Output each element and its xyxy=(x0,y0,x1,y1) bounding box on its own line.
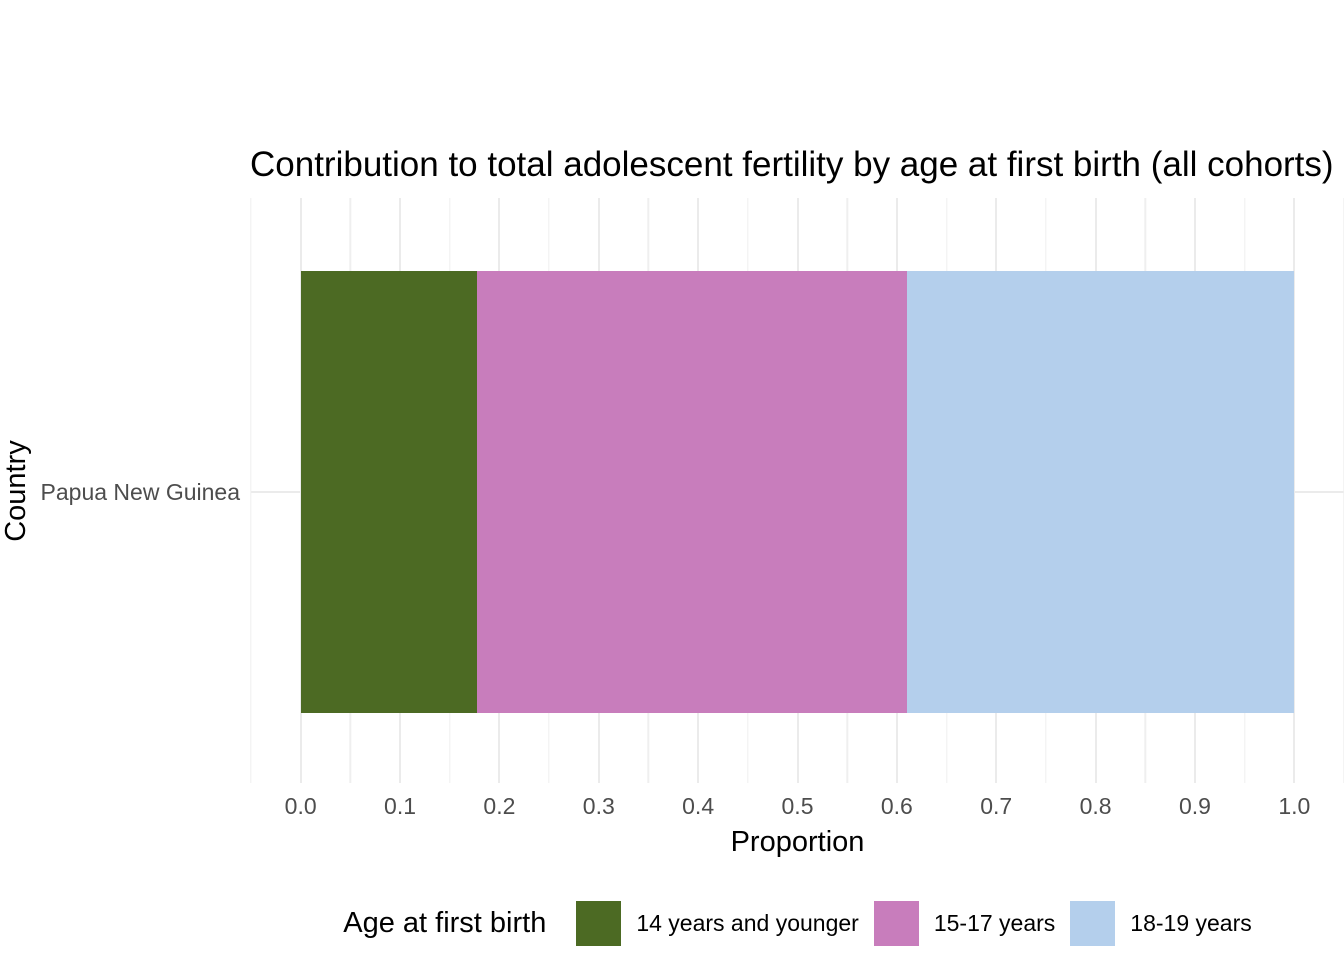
x-tick-label: 1.0 xyxy=(1278,793,1311,819)
legend-swatch-15-17-years xyxy=(873,900,919,946)
legend-item: 15-17 years xyxy=(873,900,1056,946)
legend-label: 15-17 years xyxy=(933,909,1056,936)
y-axis-tick-label: Papua New Guinea xyxy=(40,479,240,505)
bar-segment-14-years-and-younger xyxy=(300,271,477,713)
x-axis-tick-labels: 0.0 0.1 0.2 0.3 0.4 0.5 0.6 0.7 0.8 0.9 1.0 xyxy=(251,792,1344,820)
gridline-vertical-major xyxy=(1293,198,1296,783)
chart-title: Contribution to total adolescent fertili… xyxy=(250,145,1334,184)
x-axis-title: Proportion xyxy=(730,826,865,858)
x-tick-label: 0.7 xyxy=(980,793,1013,819)
legend-label: 18-19 years xyxy=(1130,909,1252,936)
legend: Age at first birth 14 years and younger … xyxy=(251,896,1344,950)
legend-label: 14 years and younger xyxy=(636,909,859,936)
y-axis-title: Country xyxy=(0,440,32,542)
x-tick-label: 0.0 xyxy=(284,793,317,819)
legend-swatch-18-19-years xyxy=(1070,900,1116,946)
legend-item: 14 years and younger xyxy=(576,900,859,946)
stacked-bar xyxy=(300,271,1295,713)
x-tick-label: 0.9 xyxy=(1178,793,1211,819)
gridline-vertical-minor xyxy=(250,198,252,783)
x-tick-label: 0.2 xyxy=(483,793,516,819)
x-tick-label: 0.5 xyxy=(781,793,814,819)
legend-swatch-14-years-and-younger xyxy=(576,900,622,946)
bar-segment-18-19-years xyxy=(906,271,1295,713)
x-tick-label: 0.1 xyxy=(384,793,417,819)
x-tick-label: 0.8 xyxy=(1079,793,1112,819)
x-tick-label: 0.3 xyxy=(582,793,615,819)
bar-segment-15-17-years xyxy=(476,271,907,713)
legend-item: 18-19 years xyxy=(1070,900,1252,946)
plot-panel xyxy=(250,198,1344,783)
x-tick-label: 0.4 xyxy=(682,793,715,819)
legend-title: Age at first birth xyxy=(343,906,547,939)
x-tick-label: 0.6 xyxy=(880,793,913,819)
